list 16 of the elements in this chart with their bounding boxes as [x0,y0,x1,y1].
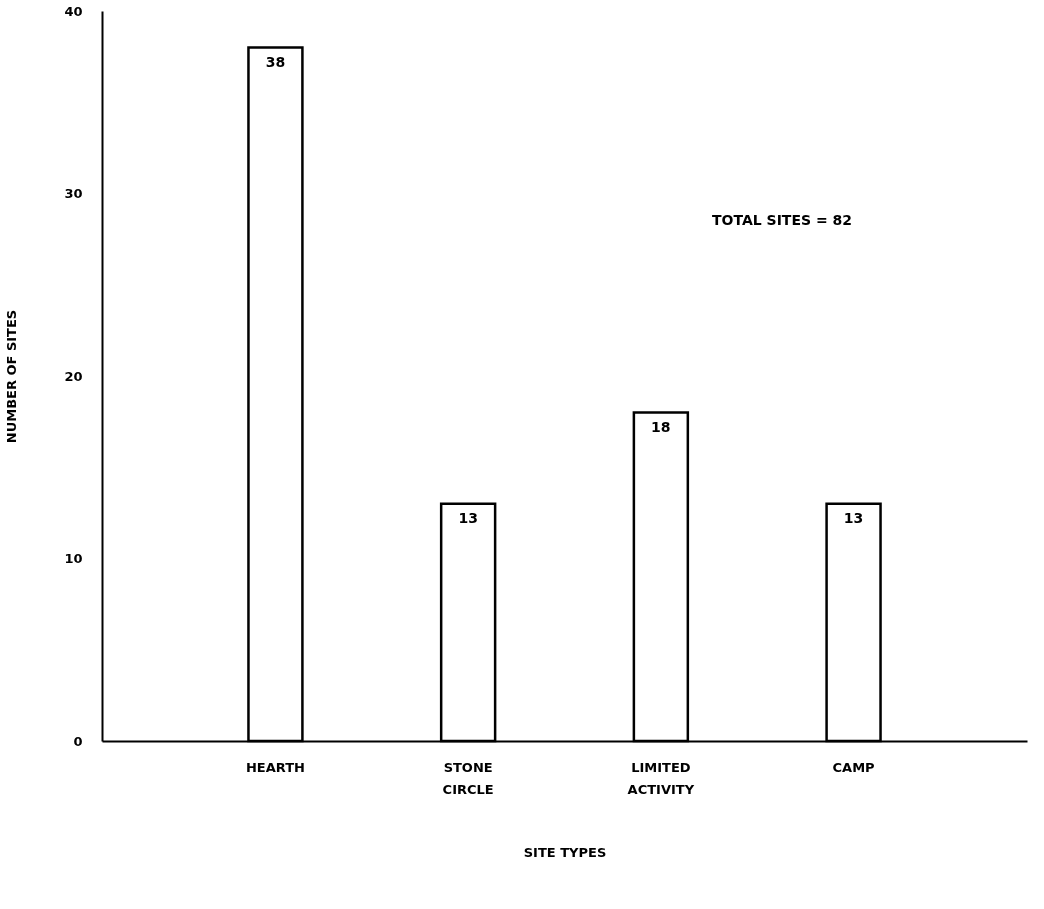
x-tick-label: STONE CIRCLE [442,759,494,797]
y-tick-label: 40 [64,3,83,19]
y-axis-title: NUMBER OF SITES [4,309,20,444]
y-tick-label: 0 [73,733,83,749]
data-label: 13 [458,509,478,526]
x-tick-label: CAMP [832,759,875,775]
data-label: 38 [265,53,286,70]
y-tick-label: 20 [64,368,83,384]
annotation: TOTAL SITES = 82 [712,212,852,228]
x-tick-label: LIMITED ACTIVITY [627,759,695,797]
data-label: 18 [651,418,671,435]
y-tick-label: 10 [64,551,83,566]
x-axis-title: SITE TYPES [523,844,607,860]
y-tick-label: 30 [64,186,83,201]
x-tick-label: HEARTH [245,759,305,775]
data-label: 13 [843,509,864,526]
